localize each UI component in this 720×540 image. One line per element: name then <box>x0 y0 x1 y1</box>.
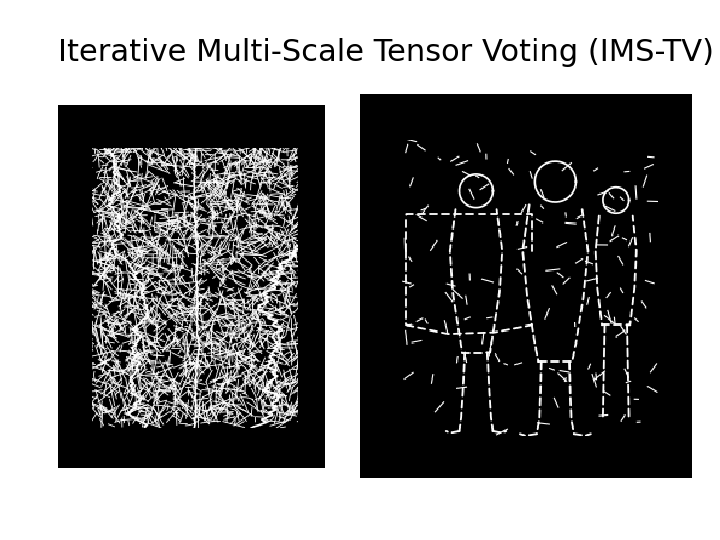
Text: Iterative Multi-Scale Tensor Voting (IMS-TV): Iterative Multi-Scale Tensor Voting (IMS… <box>58 38 714 67</box>
